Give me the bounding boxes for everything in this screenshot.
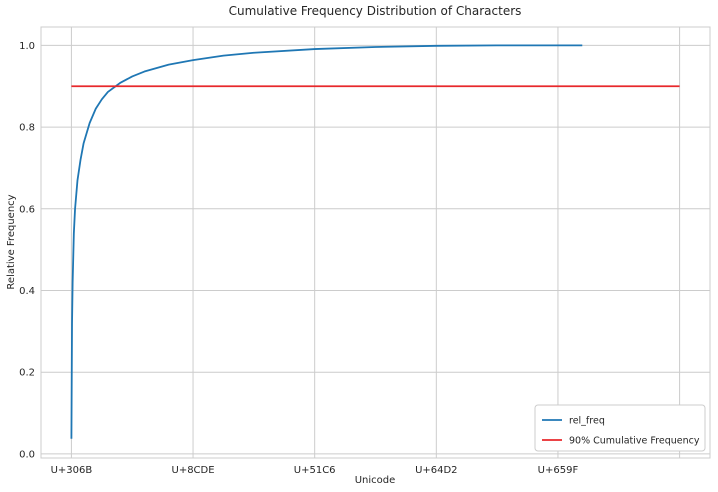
legend-box [534,404,706,452]
legend-label-rel-freq: rel_freq [569,416,605,427]
grid [41,27,710,458]
x-tick-label: U+8CDE [172,465,215,476]
legend-label-90-cumulative: 90% Cumulative Frequency [569,436,700,447]
plot-area [40,26,711,459]
x-tick-label: U+659F [538,465,579,476]
chart-title: Cumulative Frequency Distribution of Cha… [229,4,522,18]
legend: rel_freq 90% Cumulative Frequency [534,404,706,452]
x-tick-label: U+51C6 [294,465,336,476]
x-tick-label: U+306B [51,465,93,476]
x-tick-label: U+64D2 [415,465,458,476]
series-layer [70,44,680,439]
y-tick-label: 0.2 [19,368,35,379]
x-axis-label: Unicode [355,475,396,486]
y-axis-label: Relative Frequency [6,194,17,289]
y-tick-label: 0.0 [19,449,35,460]
tick-labels: U+306B U+8CDE U+51C6 U+64D2 U+659F 0.0 0.2 0.4 0… [19,41,578,476]
y-tick-label: 0.8 [19,123,35,134]
series-line-rel-freq [70,44,583,439]
y-tick-label: 0.4 [19,286,35,297]
y-tick-label: 1.0 [19,41,35,52]
y-tick-label: 0.6 [19,204,35,215]
